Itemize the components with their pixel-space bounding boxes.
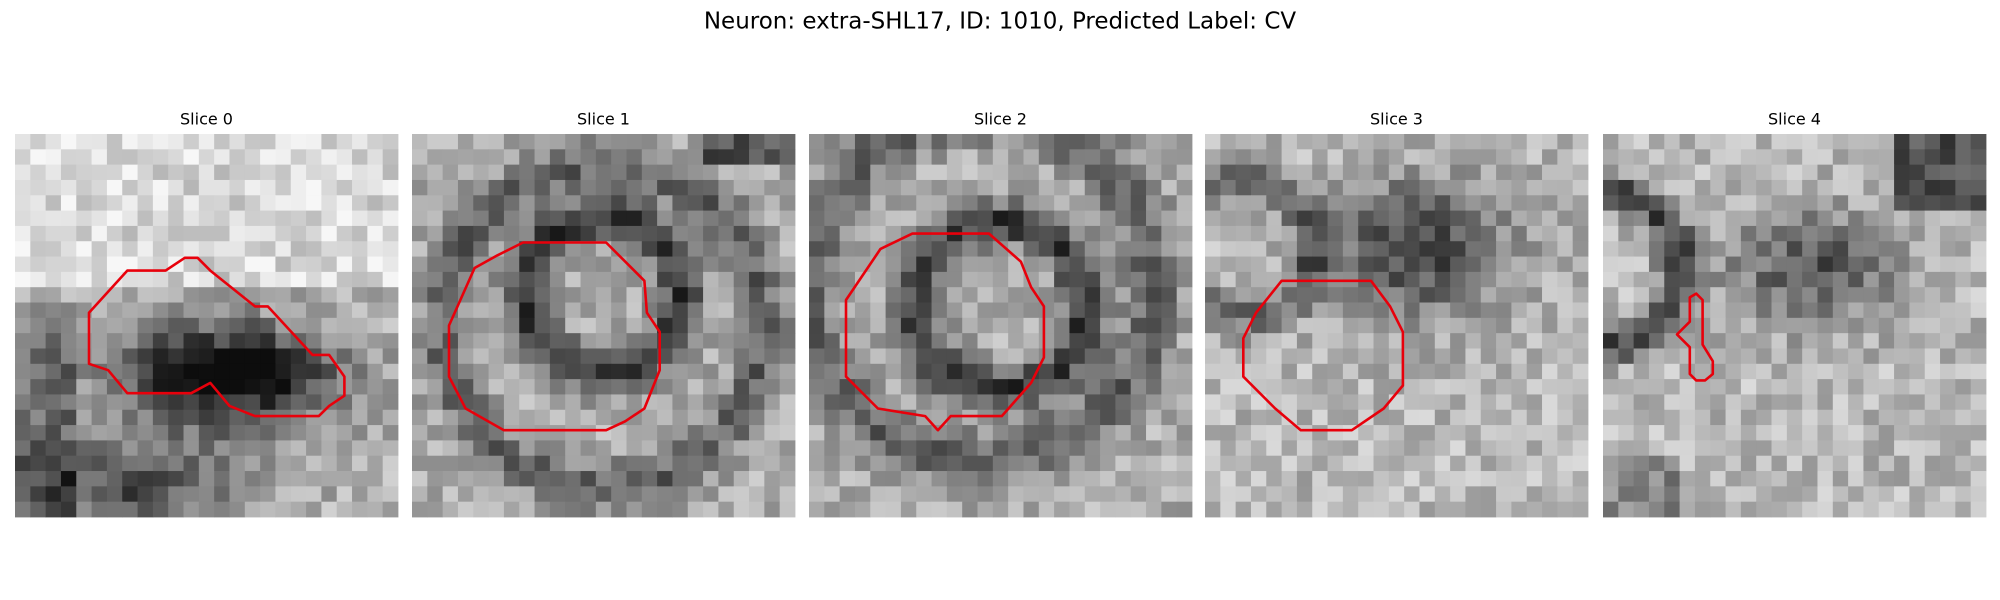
mask-contour — [1675, 292, 1715, 382]
panel-title: Slice 2 — [974, 110, 1027, 129]
panel: Slice 0 — [15, 110, 399, 518]
panel: Slice 3 — [1205, 110, 1589, 518]
panel-title: Slice 4 — [1768, 110, 1821, 129]
mask-contour — [844, 232, 1046, 432]
mask-contour — [87, 256, 346, 418]
slice-image — [412, 134, 796, 518]
panel-title: Slice 0 — [180, 110, 233, 129]
panel-title: Slice 1 — [577, 110, 630, 129]
panel: Slice 2 — [809, 110, 1193, 518]
panel: Slice 4 — [1603, 110, 1987, 518]
panels: Slice 0 Slice 1 Slice 2 Slice 3 Slice 4 — [15, 110, 1987, 518]
slice-image — [15, 134, 399, 518]
slice-image — [1603, 134, 1987, 518]
figure-title: Neuron: extra-SHL17, ID: 1010, Predicted… — [704, 9, 1297, 35]
panel: Slice 1 — [412, 110, 796, 518]
slice-image — [1205, 134, 1589, 518]
mask-contour — [447, 241, 662, 432]
slice-image — [809, 134, 1193, 518]
mask-contour — [1242, 279, 1405, 432]
panel-title: Slice 3 — [1370, 110, 1423, 129]
